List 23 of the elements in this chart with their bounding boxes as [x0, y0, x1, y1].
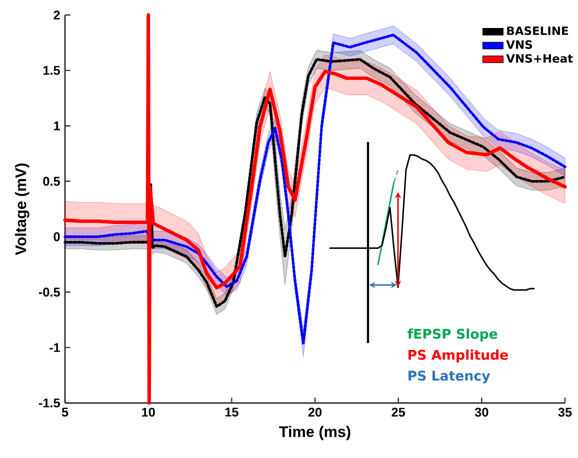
- y-tick-label: 2: [54, 10, 60, 20]
- x-tick-label: 15: [225, 408, 238, 417]
- y-tick-label: 0.5: [43, 176, 60, 186]
- legend-label: BASELINE: [507, 26, 568, 36]
- x-tick-label: 35: [558, 408, 572, 417]
- legend-label: VNS+Heat: [506, 54, 573, 63]
- annotation: PS Amplitude: [408, 350, 508, 362]
- y-tick-label: -0.5: [38, 288, 60, 297]
- annotation: fEPSP Slope: [408, 328, 498, 342]
- y-tick-label: 1.5: [43, 66, 60, 75]
- y-tick-label: -1: [50, 343, 60, 352]
- legend-label: VNS: [506, 40, 532, 49]
- annotation: PS Latency: [408, 370, 490, 384]
- x-tick-label: 10: [142, 408, 155, 417]
- x-tick-label: 20: [308, 408, 322, 417]
- x-axis-title: Time (ms): [279, 426, 350, 440]
- y-tick-label: 1: [54, 121, 60, 130]
- x-tick-label: 25: [392, 408, 406, 417]
- y-tick-label: -1.5: [38, 398, 60, 408]
- x-tick-label: 5: [62, 408, 68, 417]
- x-tick-label: 30: [474, 408, 488, 417]
- y-tick-label: 0: [54, 232, 60, 242]
- y-axis-title: Voltage (mV): [14, 163, 30, 256]
